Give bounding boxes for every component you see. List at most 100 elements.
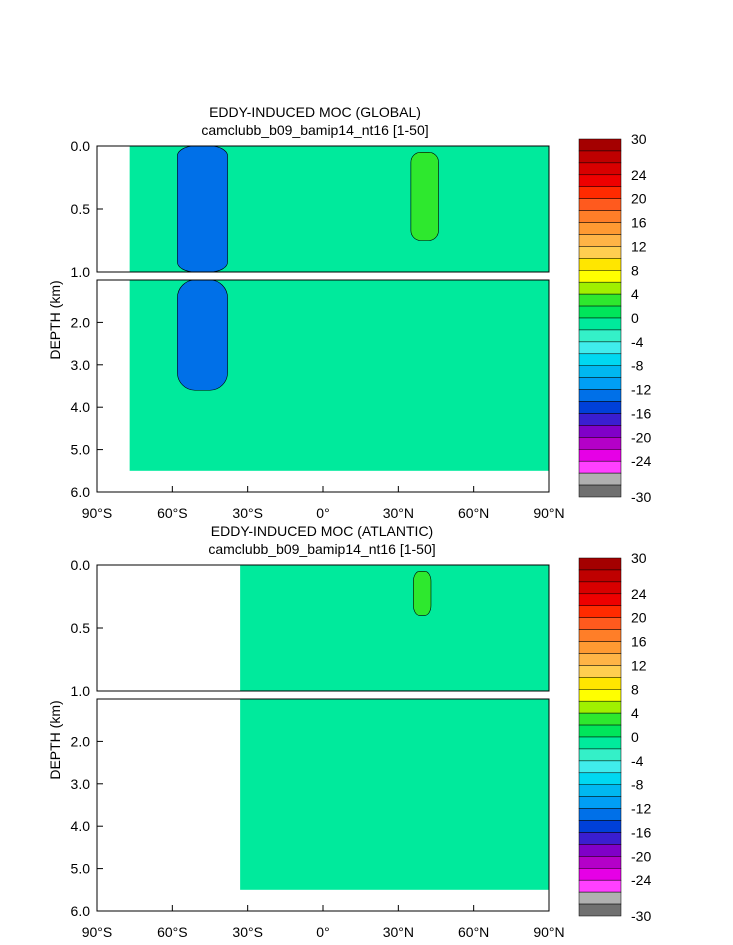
chart-title-global: EDDY-INDUCED MOC (GLOBAL) [209, 104, 421, 120]
y-axis-label-global: DEPTH (km) [47, 280, 63, 359]
colorbar-global: 30 24 20 16 12 8 4 0 -4 -8 -12 -16 -20 -24 -30 [578, 131, 651, 505]
chart-subtitle-global: camclubb_b09_bamip14_nt16 [1-50] [201, 122, 428, 138]
colorbar-label: 20 [631, 191, 647, 207]
colorbar-swatch [578, 401, 622, 414]
x-tick-label: 60°N [458, 505, 489, 521]
colorbar-swatch [578, 736, 622, 750]
y-tick-label: 0.0 [71, 138, 91, 154]
panel-atlantic: EDDY-INDUCED MOC (ATLANTIC) camclubb_b09… [47, 523, 565, 940]
colorbar-swatch [578, 581, 622, 595]
ocean-fill-lower [240, 699, 549, 890]
x-tick-label: 30°N [383, 924, 414, 940]
colorbar-swatch [578, 317, 622, 331]
x-tick-label: 90°S [82, 924, 113, 940]
colorbar-label: 16 [631, 634, 647, 650]
colorbar-swatch [578, 712, 622, 726]
colorbar-swatch [578, 903, 622, 917]
x-tick-label: 30°S [232, 924, 263, 940]
y-tick-label: 0.5 [71, 201, 91, 217]
colorbar-swatch [578, 868, 622, 881]
colorbar-label: 0 [631, 729, 639, 745]
colorbar-swatch [578, 460, 622, 474]
ocean-fill-upper [240, 565, 549, 691]
colorbar-label: -4 [631, 753, 644, 769]
colorbar-swatch [578, 844, 622, 857]
x-tick-label: 30°S [232, 505, 263, 521]
y-tick-label: 6.0 [71, 903, 91, 919]
x-tick-label: 60°N [458, 924, 489, 940]
colorbar-label: 0 [631, 310, 639, 326]
colorbar-label: -30 [631, 489, 651, 505]
colorbar-label: 8 [631, 262, 639, 278]
colorbar-label: 24 [631, 586, 647, 602]
y-tick-label: 6.0 [71, 484, 91, 500]
x-tick-label: 90°N [533, 924, 564, 940]
colorbar-swatch [578, 305, 622, 319]
x-tick-label: 30°N [383, 505, 414, 521]
chart-subtitle-atlantic: camclubb_b09_bamip14_nt16 [1-50] [208, 541, 435, 557]
colorbar-swatch [578, 593, 622, 606]
colorbar-swatch [578, 784, 622, 797]
colorbar-swatch [578, 222, 622, 235]
colorbar-swatch [578, 198, 622, 211]
colorbar-label: 24 [631, 167, 647, 183]
y-tick-label: 3.0 [71, 357, 91, 373]
colorbar-swatch [578, 329, 622, 343]
y-tick-label: 0.0 [71, 557, 91, 573]
colorbar-label: 12 [631, 657, 647, 673]
x-tick-label: 90°N [533, 505, 564, 521]
colorbar-swatch [578, 425, 622, 438]
y-tick-label: 1.0 [71, 264, 91, 280]
y-tick-label: 0.5 [71, 620, 91, 636]
feature-region-upper-0 [177, 146, 228, 272]
feature-region-lower-0 [177, 280, 228, 391]
colorbar-swatch [578, 796, 622, 809]
colorbar-swatch [578, 484, 622, 498]
colorbar-swatch [578, 700, 622, 714]
colorbar-swatch [578, 557, 622, 571]
plot-area-global: 90°S 60°S 30°S 0° 30°N 60°N 90°N 0.0 0.5 1.0 2.0 3.… [71, 138, 565, 521]
colorbar-swatch [578, 377, 622, 390]
colorbar-label: -16 [631, 405, 651, 421]
colorbar-label: -12 [631, 382, 651, 398]
colorbar-swatch [578, 138, 622, 152]
colorbar-swatch [578, 186, 622, 199]
colorbar-swatch [578, 341, 622, 355]
x-tick-label: 60°S [157, 505, 188, 521]
y-tick-label: 4.0 [71, 818, 91, 834]
colorbar-label: -12 [631, 801, 651, 817]
y-tick-label: 4.0 [71, 399, 91, 415]
colorbar-swatch [578, 210, 622, 223]
colorbar-swatch [578, 605, 622, 618]
colorbar-label: 4 [631, 286, 639, 302]
colorbar-swatch [578, 174, 622, 187]
colorbar-swatch [578, 472, 622, 486]
colorbar-swatch [578, 772, 622, 785]
colorbar-swatch [578, 162, 622, 176]
colorbar-label: -24 [631, 453, 651, 469]
colorbar-label: 20 [631, 610, 647, 626]
colorbar-swatch [578, 389, 622, 402]
colorbar-swatch [578, 413, 622, 426]
colorbar-swatch [578, 808, 622, 821]
colorbar-swatch [578, 150, 622, 164]
colorbar-swatch [578, 270, 622, 283]
colorbar-swatch [578, 820, 622, 833]
colorbar-label: -20 [631, 848, 651, 864]
colorbar-swatch [578, 353, 622, 366]
colorbar-swatch [578, 665, 622, 678]
feature-region-upper-1 [410, 152, 439, 241]
colorbar-swatch [578, 293, 622, 307]
colorbar-swatch [578, 689, 622, 702]
colorbar-swatch [578, 246, 622, 259]
colorbar-swatch [578, 234, 622, 247]
colorbar-label: 16 [631, 215, 647, 231]
colorbar-swatch [578, 258, 622, 271]
x-tick-label: 60°S [157, 924, 188, 940]
colorbar-label: -4 [631, 334, 644, 350]
colorbar-swatch [578, 724, 622, 738]
colorbar-label: -30 [631, 908, 651, 924]
y-tick-label: 1.0 [71, 683, 91, 699]
colorbar-atlantic: 30 24 20 16 12 8 4 0 -4 -8 -12 -16 -20 -24 -30 [578, 550, 651, 924]
